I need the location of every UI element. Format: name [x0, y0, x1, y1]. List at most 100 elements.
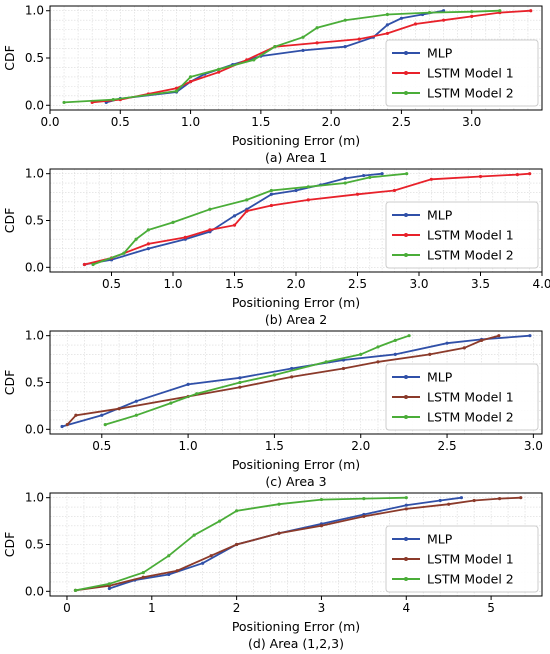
data-point: [141, 570, 145, 575]
data-point: [290, 366, 294, 371]
data-point: [183, 235, 187, 239]
y-axis-label: CDF: [2, 45, 17, 71]
legend-label: LSTM Model 1: [427, 66, 514, 81]
legend-box: [385, 525, 539, 593]
x-tick-label: 0.0: [40, 115, 59, 129]
data-point: [462, 346, 466, 350]
series-line: [105, 9, 444, 104]
data-point: [100, 413, 104, 417]
data-point: [393, 338, 397, 342]
panel-caption: (d) Area (1,2,3): [248, 636, 344, 651]
y-axis-label: CDF: [2, 532, 17, 558]
legend-label: LSTM Model 2: [427, 248, 514, 263]
x-axis-label: Positioning Error (m): [232, 457, 360, 472]
data-point: [497, 334, 501, 338]
data-point: [82, 262, 87, 267]
data-point: [357, 37, 361, 41]
data-point: [245, 198, 249, 202]
y-axis-label: CDF: [2, 208, 17, 234]
data-point: [470, 14, 474, 18]
series-lstm-model-2: [91, 172, 409, 267]
chart-panel-2: 0.5 1.0 1.5 2.0 2.5 3.0 3.5 4.0 0.0 0.5 1.0 Positio…: [2, 167, 550, 327]
data-point: [146, 228, 150, 232]
x-tick-label: 3: [318, 601, 326, 615]
x-tick-label: 2.0: [322, 115, 341, 129]
x-tick-label: 3.0: [462, 115, 481, 129]
data-point: [111, 98, 115, 102]
data-point: [319, 497, 324, 502]
legend-label: LSTM Model 1: [427, 552, 514, 567]
series-lstm-model-1: [65, 334, 501, 427]
y-tick-label: 0.5: [25, 376, 44, 390]
data-point: [447, 502, 451, 506]
legend-marker: [404, 415, 408, 419]
data-point: [232, 214, 237, 218]
data-point: [413, 22, 418, 26]
data-point: [208, 228, 212, 232]
x-tick-label: 4: [402, 601, 410, 615]
x-axis-label: Positioning Error (m): [232, 133, 360, 148]
legend-label: MLP: [427, 532, 453, 547]
x-tick-label: 1.0: [181, 115, 200, 129]
data-point: [324, 360, 328, 364]
series-line: [66, 334, 500, 426]
data-point: [107, 582, 111, 586]
x-tick-label: 2.5: [348, 277, 367, 291]
x-tick-label: 2.5: [438, 439, 457, 453]
legend-label: LSTM Model 1: [427, 228, 514, 243]
x-tick-label: 0.5: [92, 439, 111, 453]
data-point: [359, 352, 363, 357]
legend: MLP LSTM Model 1 LSTM Model 2: [385, 39, 539, 107]
chart-panel-1: 0.0 0.5 1.0 1.5 2.0 2.5 3.0 0.0 0.5 1.0 Positionin…: [2, 4, 543, 165]
data-point: [319, 524, 324, 528]
y-tick-label: 0.0: [25, 260, 44, 274]
legend-marker: [404, 395, 408, 399]
data-point: [459, 496, 464, 500]
y-tick-label: 0.0: [25, 422, 44, 436]
y-tick-label: 1.0: [25, 4, 44, 18]
legend: MLP LSTM Model 1 LSTM Model 2: [385, 363, 539, 431]
data-point: [146, 246, 150, 251]
y-tick-label: 1.0: [25, 491, 44, 505]
data-point: [235, 542, 239, 547]
panel-caption: (b) Area 2: [265, 312, 327, 327]
data-point: [217, 67, 221, 71]
data-point: [519, 496, 523, 500]
data-point: [427, 11, 432, 15]
data-point: [445, 341, 449, 345]
panel-caption: (a) Area 1: [265, 150, 327, 165]
y-tick-label: 0.5: [25, 51, 44, 65]
x-tick-label: 2.5: [392, 115, 411, 129]
x-tick-label: 2: [233, 601, 241, 615]
x-tick-label: 3.0: [524, 439, 543, 453]
x-tick-label: 0: [63, 601, 71, 615]
data-point: [528, 172, 532, 176]
x-tick-label: 0.5: [111, 115, 130, 129]
data-point: [362, 514, 366, 519]
data-point: [146, 242, 150, 246]
data-point: [103, 423, 107, 427]
panel-caption: (c) Area 3: [265, 474, 326, 489]
legend-marker: [404, 51, 408, 55]
data-point: [73, 588, 78, 592]
data-point: [306, 185, 310, 189]
data-point: [405, 172, 409, 176]
data-point: [141, 575, 145, 579]
data-point: [169, 401, 173, 405]
data-point: [186, 382, 190, 386]
data-point: [195, 392, 199, 396]
legend-label: MLP: [427, 370, 453, 385]
data-point: [277, 531, 281, 535]
data-point: [368, 175, 372, 180]
data-point: [362, 497, 366, 501]
data-point: [192, 533, 196, 537]
data-point: [245, 209, 249, 213]
data-point: [238, 376, 242, 380]
y-axis-label: CDF: [2, 370, 17, 396]
legend: MLP LSTM Model 1 LSTM Model 2: [385, 525, 539, 593]
x-axis-label: Positioning Error (m): [232, 619, 360, 634]
data-point: [188, 80, 193, 84]
data-point: [235, 509, 239, 513]
x-tick-label: 5: [487, 601, 495, 615]
x-tick-label: 0.5: [102, 277, 121, 291]
